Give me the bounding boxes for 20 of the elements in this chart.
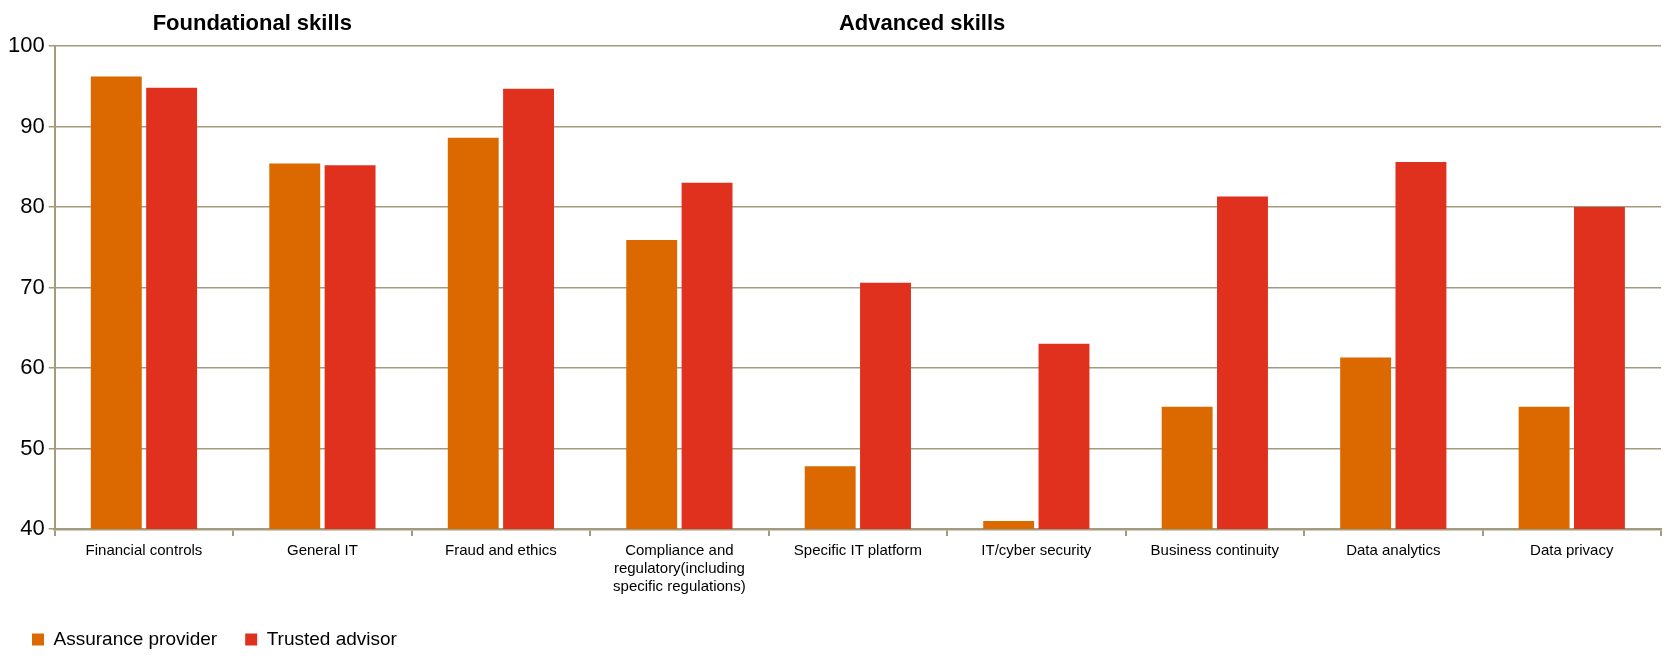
y-tick-label: 60 bbox=[20, 354, 45, 380]
text: Foundational skills bbox=[152, 10, 352, 36]
x-tick-label: Data analytics bbox=[1346, 541, 1441, 559]
x-tick-label: Specific IT platform bbox=[793, 541, 922, 559]
x-tick-label: Financial controls bbox=[85, 541, 203, 559]
legend-label: Assurance provider bbox=[53, 627, 218, 649]
y-tick-label: 40 bbox=[20, 515, 45, 541]
text: Advanced skills bbox=[838, 10, 1006, 36]
x-tick-label: Data privacy bbox=[1530, 541, 1614, 559]
y-tick-label: 100 bbox=[7, 32, 45, 58]
y-tick-label: 70 bbox=[20, 273, 45, 299]
y-tick-label: 90 bbox=[20, 112, 45, 138]
y-tick-label: 50 bbox=[20, 434, 45, 460]
x-tick-label: Fraud and ethics bbox=[445, 541, 557, 559]
legend-label: Trusted advisor bbox=[266, 627, 398, 649]
x-tick-label: Business continuity bbox=[1150, 541, 1280, 559]
x-tick-label: General IT bbox=[286, 541, 358, 559]
x-tick-label: Compliance and regulatory(including specific regulations) bbox=[613, 541, 746, 595]
x-tick-label: IT/cyber security bbox=[981, 541, 1092, 559]
y-tick-label: 80 bbox=[20, 193, 45, 219]
